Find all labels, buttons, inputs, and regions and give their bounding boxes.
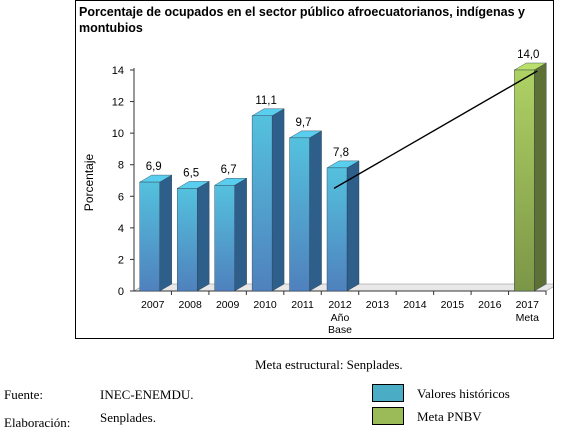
data-label: 6,5 bbox=[183, 167, 199, 179]
x-tick-sublabel: Meta bbox=[516, 312, 540, 324]
bar bbox=[176, 188, 198, 292]
x-tick-label: 2012 bbox=[328, 299, 352, 311]
x-tick-label: 2007 bbox=[141, 299, 165, 311]
x-tick-label: 2015 bbox=[441, 299, 465, 311]
x-tick-label: 2013 bbox=[366, 299, 390, 311]
elaboration-label: Elaboración: bbox=[4, 415, 71, 430]
data-label: 7,8 bbox=[333, 147, 349, 159]
trend-line bbox=[333, 70, 538, 189]
y-tick-label: 4 bbox=[118, 223, 124, 235]
y-axis-title: Porcentaje bbox=[82, 153, 96, 211]
bar-side bbox=[534, 62, 547, 292]
bar bbox=[289, 137, 310, 292]
x-tick-label: 2014 bbox=[403, 299, 427, 311]
legend-label-meta: Meta PNBV bbox=[417, 409, 482, 424]
x-tick-sublabel: Base bbox=[328, 324, 352, 336]
bar bbox=[326, 167, 348, 292]
elaboration-value: Senplades. bbox=[100, 410, 156, 425]
caption: Meta estructural: Senplades. bbox=[255, 357, 403, 372]
bar-side bbox=[159, 174, 172, 292]
bar-side bbox=[196, 181, 210, 292]
legend-label-historicos: Valores históricos bbox=[417, 386, 510, 401]
legend-swatch-meta bbox=[372, 407, 404, 425]
y-tick-label: 8 bbox=[118, 160, 124, 172]
x-tick-label: 2017 bbox=[516, 299, 540, 311]
y-tick-label: 12 bbox=[112, 97, 124, 109]
bar-side bbox=[309, 130, 322, 292]
x-tick-label: 2016 bbox=[478, 299, 502, 311]
y-tick-label: 10 bbox=[112, 128, 124, 140]
y-tick-label: 6 bbox=[118, 191, 124, 203]
y-tick-label: 2 bbox=[118, 254, 124, 266]
data-label: 11,1 bbox=[255, 95, 277, 107]
x-tick-label: 2009 bbox=[216, 299, 240, 311]
data-label: 9,7 bbox=[296, 117, 312, 129]
x-tick-label: 2010 bbox=[253, 299, 277, 311]
bar bbox=[139, 181, 160, 292]
bar-side bbox=[271, 108, 285, 292]
data-label: 14,0 bbox=[517, 49, 539, 61]
data-label: 6,7 bbox=[221, 164, 237, 176]
x-tick-label: 2011 bbox=[291, 299, 314, 311]
chart-container: Porcentaje de ocupados en el sector públ… bbox=[75, 0, 554, 339]
bar bbox=[214, 185, 235, 292]
source-label: Fuente: bbox=[4, 387, 43, 402]
bar-side bbox=[234, 177, 247, 292]
source-value: INEC-ENEMDU. bbox=[100, 387, 194, 402]
x-tick-sublabel: Año bbox=[331, 312, 350, 324]
y-tick-label: 0 bbox=[118, 286, 124, 298]
legend-swatch-historicos bbox=[372, 384, 404, 402]
chart-title: Porcentaje de ocupados en el sector públ… bbox=[79, 5, 525, 35]
data-label: 6,9 bbox=[146, 161, 162, 173]
x-tick-label: 2008 bbox=[179, 299, 203, 311]
bar bbox=[251, 115, 273, 292]
y-tick-label: 14 bbox=[112, 65, 124, 77]
bar-chart: 0 2 4 6 8 10 12 14 Porcentaje 2007 2008 2009 2010 201… bbox=[82, 49, 553, 336]
bar bbox=[514, 69, 535, 292]
